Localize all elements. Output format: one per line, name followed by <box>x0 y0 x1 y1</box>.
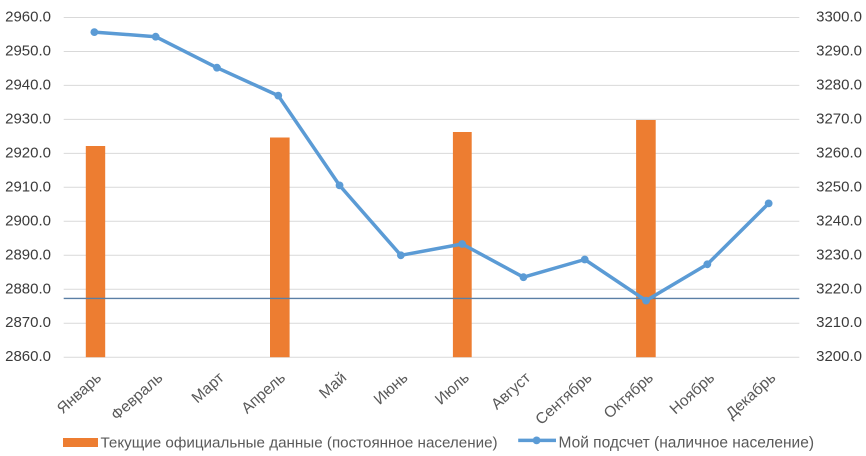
svg-text:3250.0: 3250.0 <box>816 178 862 195</box>
svg-text:3200.0: 3200.0 <box>816 348 862 365</box>
svg-text:2920.0: 2920.0 <box>5 144 51 161</box>
svg-text:2940.0: 2940.0 <box>5 76 51 93</box>
svg-text:2960.0: 2960.0 <box>5 9 51 26</box>
svg-text:3280.0: 3280.0 <box>816 76 862 93</box>
svg-text:3220.0: 3220.0 <box>816 280 862 297</box>
svg-text:Текущие официальные данные (по: Текущие официальные данные (постоянное н… <box>101 435 498 452</box>
svg-text:2890.0: 2890.0 <box>5 246 51 263</box>
svg-text:2860.0: 2860.0 <box>5 348 51 365</box>
svg-text:2870.0: 2870.0 <box>5 314 51 331</box>
svg-text:2950.0: 2950.0 <box>5 43 51 60</box>
svg-text:2900.0: 2900.0 <box>5 212 51 229</box>
svg-text:3210.0: 3210.0 <box>816 314 862 331</box>
svg-text:3270.0: 3270.0 <box>816 110 862 127</box>
svg-text:2910.0: 2910.0 <box>5 178 51 195</box>
svg-text:Мой подсчет (наличное населени: Мой подсчет (наличное население) <box>559 435 814 452</box>
svg-text:2930.0: 2930.0 <box>5 110 51 127</box>
svg-text:3290.0: 3290.0 <box>816 43 862 60</box>
svg-text:3230.0: 3230.0 <box>816 246 862 263</box>
svg-text:3300.0: 3300.0 <box>816 9 862 26</box>
svg-text:3240.0: 3240.0 <box>816 212 862 229</box>
svg-text:3260.0: 3260.0 <box>816 144 862 161</box>
svg-text:2880.0: 2880.0 <box>5 280 51 297</box>
